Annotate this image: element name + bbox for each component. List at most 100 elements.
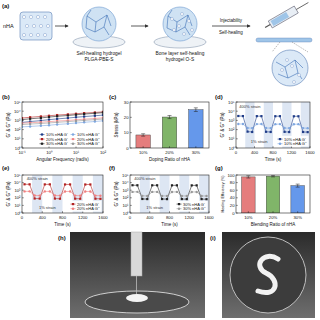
marker (146, 195, 148, 197)
axis-title: Time (s) (265, 157, 282, 162)
panel-label: (c) (109, 94, 116, 100)
network (95, 22, 96, 32)
chart: (f)10⁰10¹10²10³10⁴10⁵G' & G'' (Pa)Time (… (109, 165, 214, 227)
error-bar (271, 175, 275, 177)
tick-label: 1200 (185, 215, 195, 220)
network (104, 15, 107, 27)
marker (161, 198, 163, 200)
legend-line (71, 208, 76, 209)
legend-label: 20% nHA G'' (77, 206, 100, 211)
syringe (131, 232, 142, 276)
marker (83, 115, 85, 117)
legend-line (71, 134, 76, 135)
marker (40, 125, 42, 127)
nha-particle (188, 20, 191, 23)
tick-label: 10% (244, 215, 253, 220)
legend-line (40, 139, 45, 140)
marker (260, 123, 262, 125)
axis-title: Doping Ratio of nHA (149, 157, 190, 162)
caption: PLGA-PBE-S (85, 57, 114, 62)
network (295, 60, 298, 73)
series-line (22, 113, 103, 120)
marker (265, 131, 267, 133)
marker (200, 195, 202, 197)
marker (59, 198, 61, 200)
marker (40, 117, 42, 119)
error-bar (194, 108, 198, 112)
arrow-label: Self-healing (219, 30, 243, 35)
network (176, 22, 177, 32)
marker (251, 131, 253, 133)
marker (83, 113, 85, 115)
marker (89, 190, 91, 192)
axis-title: G' & G'' (Pa) (114, 181, 119, 206)
plot-area (23, 175, 103, 213)
tick-label: 10⁴ (122, 180, 129, 185)
marker (67, 120, 69, 122)
tick-label: 10³ (14, 188, 21, 193)
marker (279, 115, 281, 117)
series-line (22, 112, 103, 118)
marker (288, 127, 290, 129)
marker (29, 123, 31, 125)
nha-particle (32, 24, 35, 27)
plot-area (22, 111, 103, 128)
tick-label: 10¹ (228, 136, 235, 141)
axis-title: Healing Efficiency (%) (221, 175, 225, 213)
marker (67, 123, 69, 125)
legend-line (71, 204, 76, 205)
marker (74, 194, 76, 196)
syringe-barrel (268, 6, 298, 28)
syringe (263, 0, 310, 31)
marker (242, 123, 244, 125)
tick-label: 10¹ (14, 136, 21, 141)
hydrogel-s-shape (258, 256, 278, 292)
legend-box (277, 136, 309, 147)
legend: 30% nHA G'30% nHA G'' (176, 201, 208, 212)
legend-line (71, 143, 76, 144)
annotation: 400% strain (134, 176, 155, 181)
nha-particle (22, 15, 25, 18)
marker (297, 115, 299, 117)
marker (94, 115, 96, 117)
marker (288, 131, 290, 133)
tick-label: 800 (270, 150, 278, 155)
marker (265, 127, 267, 129)
network (86, 10, 91, 28)
series-line (132, 192, 206, 196)
marker (40, 122, 42, 124)
tick-label: 20 (230, 203, 235, 208)
nha-particle (43, 15, 46, 18)
marker (195, 191, 197, 193)
marker (84, 183, 86, 185)
photo (70, 232, 205, 318)
marker (48, 122, 50, 124)
tick-label: 10³ (14, 118, 21, 123)
network (87, 15, 111, 26)
tick-label: 40 (230, 195, 235, 200)
tick-label: 10¹ (14, 203, 21, 208)
marker (69, 183, 71, 185)
marker (131, 184, 133, 186)
marker (200, 198, 202, 200)
marker (28, 183, 30, 185)
legend-line (40, 134, 45, 135)
marker (75, 116, 77, 118)
marker (74, 198, 76, 200)
marker (84, 190, 86, 192)
panel-label: (d) (215, 94, 223, 100)
chart: (c)0102030Stress (kPa)Doping Ratio of nH… (109, 94, 209, 162)
marker (94, 194, 96, 196)
tick-label: 0 (129, 215, 132, 220)
nha-particle (291, 65, 294, 68)
bar (242, 177, 256, 213)
panel-label: (g) (215, 165, 223, 171)
nha-particle (173, 29, 176, 32)
annotation: 1% strain (39, 205, 56, 210)
legend-marker (72, 143, 74, 145)
tick-label: 10² (100, 150, 107, 155)
marker (283, 131, 285, 133)
marker (256, 115, 258, 117)
axis-title: Time (s) (161, 222, 178, 227)
plot-area (136, 108, 203, 148)
